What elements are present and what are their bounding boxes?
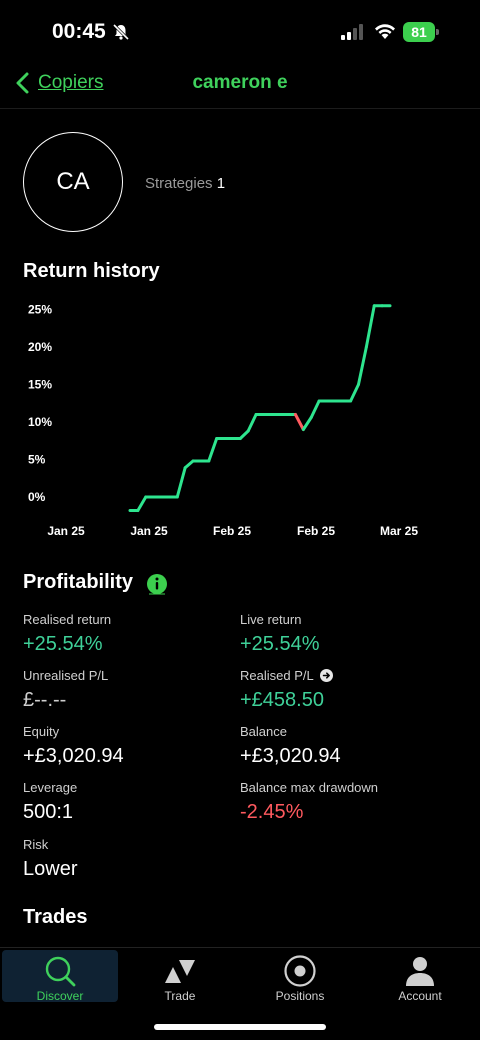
battery-indicator: 81 — [403, 22, 439, 42]
metric-label: Risk — [23, 837, 49, 852]
y-tick-label: 10% — [28, 415, 52, 429]
info-icon[interactable] — [146, 573, 168, 595]
return-line-segment — [356, 345, 368, 386]
metric-balance-max-drawdown: Balance max drawdown -2.45% — [240, 780, 378, 824]
metric-realised-pl[interactable]: Realised P/L +£458.50 — [240, 668, 333, 712]
trades-title: Trades — [23, 906, 88, 928]
metric-value: 500:1 — [23, 801, 74, 823]
tab-label[interactable]: Discover — [36, 989, 84, 1003]
wifi-icon — [375, 24, 395, 39]
bottom-tab-bar: Discover Trade Positions Account — [0, 947, 480, 1040]
y-tick-label: 15% — [28, 378, 52, 392]
metric-live-return: Live return +25.54% — [240, 612, 320, 656]
metric-realised-return: Realised return +25.54% — [23, 612, 111, 656]
return-history-chart[interactable]: 25% 20% 15% 10% 5% 0% Jan 25 Jan 25 Feb 25 Feb 2… — [0, 300, 480, 550]
metric-value: +25.54% — [240, 633, 320, 655]
y-tick-label: 5% — [28, 453, 46, 467]
return-line-segment — [349, 383, 360, 403]
metric-value: -2.45% — [240, 801, 304, 823]
return-line-segment — [364, 304, 376, 349]
y-tick-label: 0% — [28, 490, 46, 504]
x-tick-label: Jan 25 — [47, 524, 85, 538]
metric-leverage: Leverage 500:1 — [23, 780, 77, 824]
y-tick-label: 25% — [28, 303, 52, 317]
chevron-left-icon — [16, 72, 29, 94]
return-line-segment — [309, 399, 321, 419]
signal-icon — [341, 24, 363, 40]
metric-unrealised-pl: Unrealised P/L £--.-- — [23, 668, 108, 712]
metric-value: +£458.50 — [240, 689, 324, 711]
strategies-label: Strategies — [145, 175, 213, 192]
tab-label[interactable]: Positions — [275, 989, 325, 1003]
return-line-segment — [136, 495, 148, 512]
metric-label: Equity — [23, 724, 60, 739]
battery-level: 81 — [403, 22, 435, 42]
metric-label: Balance — [240, 724, 287, 739]
battery-nub — [436, 29, 439, 35]
metric-risk: Risk Lower — [23, 837, 77, 881]
metric-label: Leverage — [23, 780, 78, 795]
return-line-segment — [301, 416, 313, 431]
status-bar: 00:45 81 — [0, 0, 480, 64]
positions-icon[interactable] — [284, 955, 316, 987]
avatar: CA — [23, 132, 123, 232]
account-icon[interactable] — [404, 955, 436, 987]
return-line-segment — [175, 466, 187, 499]
metric-value: Lower — [23, 858, 78, 880]
nav-header: Copiers cameron e — [0, 64, 480, 109]
metric-equity: Equity +£3,020.94 — [23, 724, 124, 768]
back-label[interactable]: Copiers — [38, 72, 104, 93]
y-tick-label: 20% — [28, 340, 52, 354]
metric-value: +£3,020.94 — [240, 745, 341, 767]
trade-icon[interactable] — [164, 955, 196, 987]
tab-discover[interactable]: Discover — [2, 950, 118, 1003]
x-tick-label: Jan 25 — [130, 524, 168, 538]
metric-value: +£3,020.94 — [23, 745, 124, 767]
metric-label: Unrealised P/L — [23, 668, 109, 683]
metric-label[interactable]: Realised P/L — [240, 668, 333, 683]
tab-label[interactable]: Trade — [164, 989, 196, 1003]
profitability-title: Profitability — [23, 571, 134, 593]
tab-trade[interactable]: Trade — [122, 950, 238, 1003]
return-line-segment — [183, 459, 195, 470]
status-time: 00:45 — [52, 20, 106, 43]
x-tick-label: Feb 25 — [297, 524, 335, 538]
return-line-segment — [293, 413, 305, 431]
page-title: cameron e — [192, 72, 288, 93]
home-indicator — [154, 1024, 326, 1030]
realised-pl-label[interactable]: Realised P/L — [240, 668, 314, 683]
metric-label: Realised return — [23, 612, 112, 627]
metric-label: Balance max drawdown — [240, 780, 379, 795]
bell-muted-icon — [112, 23, 130, 41]
metric-value: £--.-- — [23, 689, 67, 711]
tab-account[interactable]: Account — [362, 950, 478, 1003]
arrow-right-circle-icon[interactable] — [319, 669, 333, 682]
return-line-segment — [238, 429, 250, 440]
tab-label[interactable]: Account — [398, 989, 442, 1003]
return-line-segment — [246, 413, 258, 433]
metric-label: Live return — [240, 612, 302, 627]
search-icon[interactable] — [44, 955, 76, 987]
x-tick-label: Mar 25 — [380, 524, 418, 538]
strategies-count: Strategies 1 — [145, 175, 225, 192]
metric-balance: Balance +£3,020.94 — [240, 724, 341, 768]
tab-positions[interactable]: Positions — [242, 950, 358, 1003]
return-line-segment — [207, 437, 219, 463]
strategies-value: 1 — [216, 175, 226, 192]
return-history-title: Return history — [23, 260, 160, 282]
x-tick-label: Feb 25 — [213, 524, 251, 538]
back-button[interactable]: Copiers — [12, 70, 103, 96]
metric-value: +25.54% — [23, 633, 103, 655]
